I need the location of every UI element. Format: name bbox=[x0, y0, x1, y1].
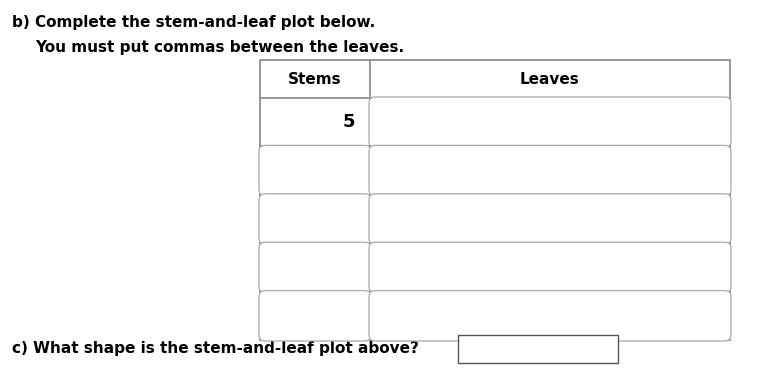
FancyBboxPatch shape bbox=[369, 97, 731, 147]
Text: Leaves: Leaves bbox=[520, 71, 580, 87]
FancyBboxPatch shape bbox=[458, 335, 618, 363]
Text: Select an answer ∨: Select an answer ∨ bbox=[465, 343, 586, 356]
Text: c) What shape is the stem-and-leaf plot above?: c) What shape is the stem-and-leaf plot … bbox=[12, 340, 419, 356]
FancyBboxPatch shape bbox=[369, 145, 731, 196]
Text: Stems: Stems bbox=[288, 71, 342, 87]
FancyBboxPatch shape bbox=[259, 242, 371, 293]
FancyBboxPatch shape bbox=[369, 242, 731, 293]
Text: b) Complete the stem-and-leaf plot below.: b) Complete the stem-and-leaf plot below… bbox=[12, 15, 375, 30]
Text: 5: 5 bbox=[343, 113, 355, 131]
FancyBboxPatch shape bbox=[259, 194, 371, 244]
FancyBboxPatch shape bbox=[259, 145, 371, 196]
Text: You must put commas between the leaves.: You must put commas between the leaves. bbox=[35, 40, 404, 55]
FancyBboxPatch shape bbox=[369, 290, 731, 341]
FancyBboxPatch shape bbox=[369, 194, 731, 244]
FancyBboxPatch shape bbox=[259, 290, 371, 341]
Bar bbox=[260, 60, 730, 340]
